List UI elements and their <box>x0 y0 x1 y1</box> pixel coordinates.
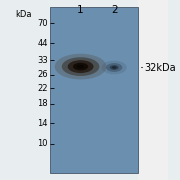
Text: 10: 10 <box>37 140 48 148</box>
Bar <box>138 0 168 180</box>
Text: 18: 18 <box>37 99 48 108</box>
Text: 26: 26 <box>37 70 48 79</box>
Text: 70: 70 <box>37 19 48 28</box>
Bar <box>0 0 50 180</box>
Ellipse shape <box>55 54 106 80</box>
FancyBboxPatch shape <box>50 7 138 173</box>
Text: 44: 44 <box>37 39 48 48</box>
Text: 14: 14 <box>37 119 48 128</box>
Text: 2: 2 <box>111 4 118 15</box>
Ellipse shape <box>62 57 99 76</box>
Ellipse shape <box>68 60 94 73</box>
Text: kDa: kDa <box>15 10 32 19</box>
Text: 33: 33 <box>37 56 48 65</box>
Ellipse shape <box>73 63 88 70</box>
Ellipse shape <box>110 65 119 70</box>
Text: 32kDa: 32kDa <box>144 62 176 73</box>
Ellipse shape <box>77 65 84 68</box>
Ellipse shape <box>102 61 127 74</box>
Ellipse shape <box>112 66 116 69</box>
Text: 22: 22 <box>37 84 48 93</box>
Ellipse shape <box>106 63 122 72</box>
Text: 1: 1 <box>77 4 84 15</box>
